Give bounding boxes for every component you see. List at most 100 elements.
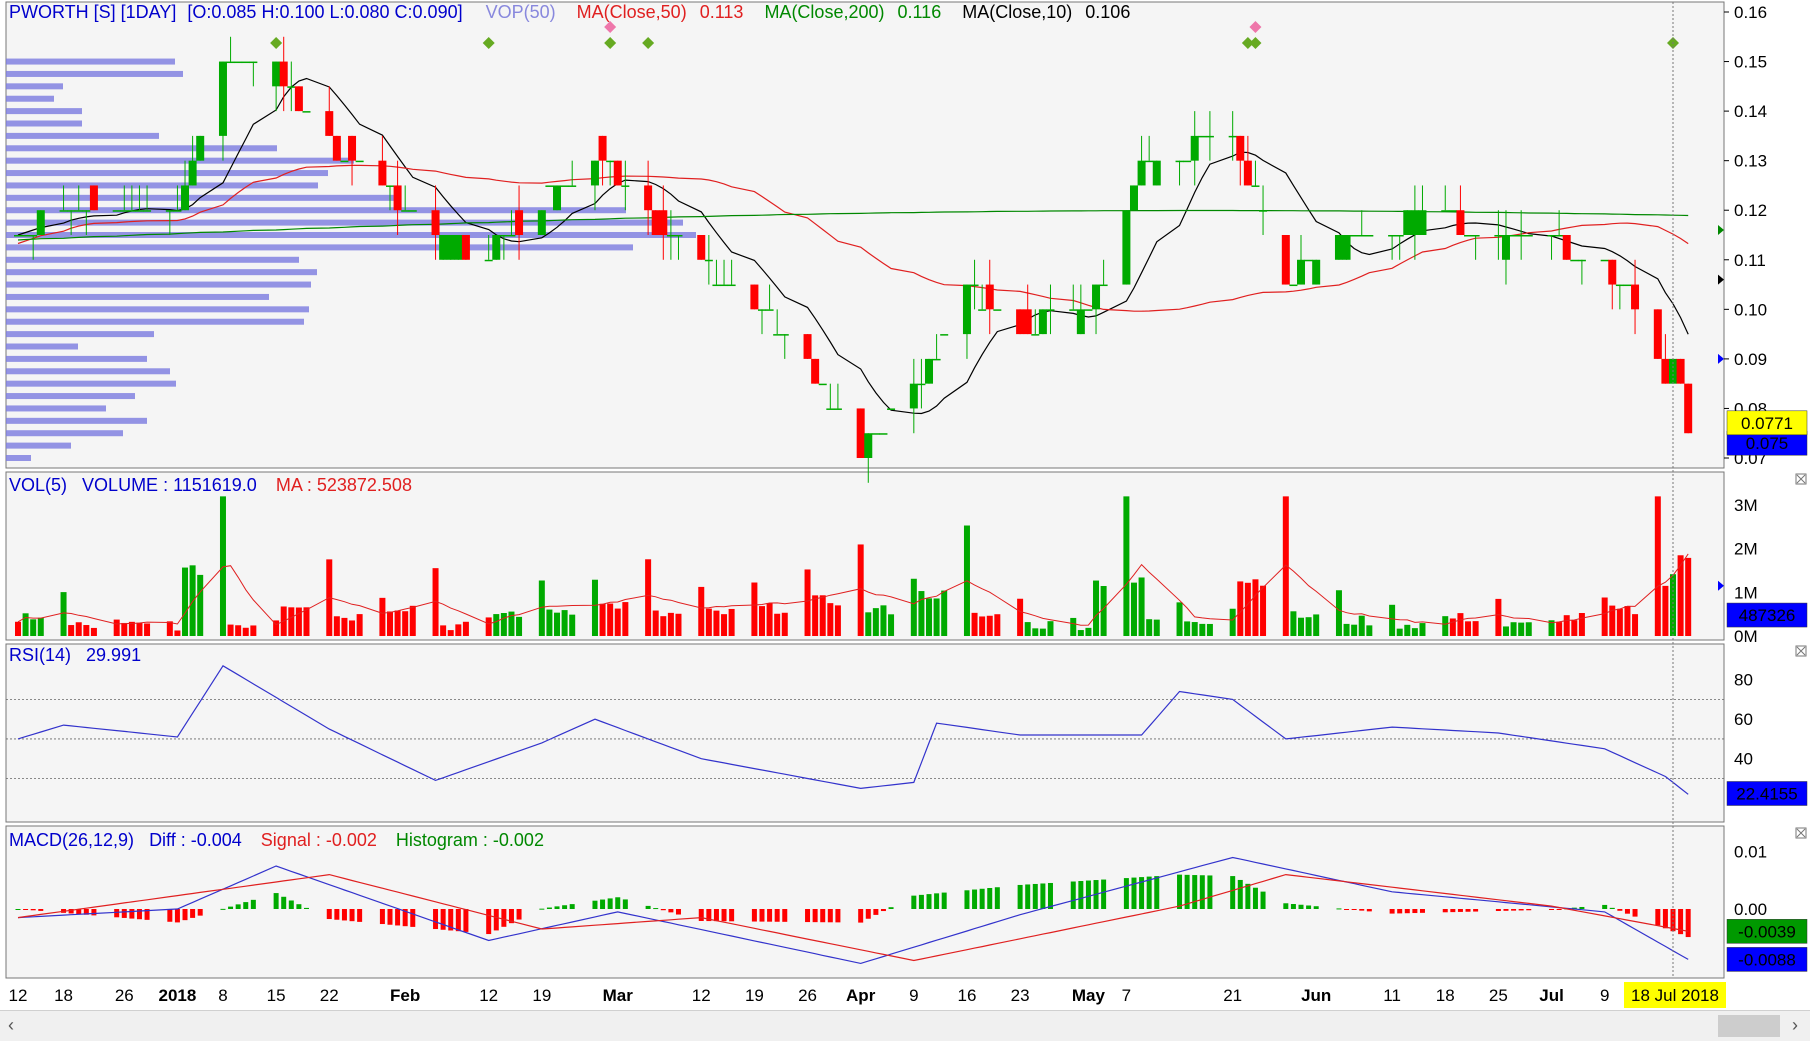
candle-body — [1281, 235, 1290, 285]
candle-body — [651, 210, 660, 235]
candle-body — [1464, 235, 1473, 237]
candle-body — [249, 61, 258, 64]
candle-body — [67, 210, 76, 212]
candle-body — [241, 61, 250, 64]
candle-body — [454, 235, 463, 260]
candle-body — [833, 408, 842, 410]
volume-bar — [394, 610, 401, 636]
macd-histogram-bar — [600, 899, 606, 909]
rsi-tick: 60 — [1734, 710, 1753, 729]
volume-bar — [1085, 627, 1092, 636]
volume-bar — [834, 605, 841, 636]
candle-body — [21, 235, 30, 237]
volume-bar — [660, 616, 667, 636]
candle-body — [1661, 358, 1670, 384]
buy-signal-icon — [270, 37, 283, 49]
candle-body — [1334, 235, 1343, 260]
candle-body — [712, 284, 721, 287]
macd-histogram-bar — [1260, 891, 1266, 909]
scroll-right-icon[interactable]: › — [1792, 1015, 1798, 1035]
candle-body — [36, 210, 45, 235]
vop-bar — [6, 430, 123, 437]
volume-bar — [1449, 618, 1456, 636]
candle-body — [727, 284, 736, 287]
price-tick: 0.12 — [1734, 201, 1767, 220]
price-tick: 0.15 — [1734, 53, 1767, 72]
vop-bar — [6, 108, 82, 115]
horizontal-scrollbar[interactable]: ‹ › — [0, 1010, 1810, 1041]
volume-bar — [1206, 623, 1213, 636]
macd-histogram-bar — [1366, 909, 1372, 912]
candle-body — [993, 309, 1002, 311]
candle-body — [1684, 383, 1693, 434]
macd-histogram-bar — [1306, 905, 1312, 909]
macd-histogram-bar — [76, 909, 82, 915]
macd-histogram-bar — [448, 909, 454, 931]
close-icon[interactable] — [1795, 473, 1807, 485]
candle-body — [378, 160, 387, 186]
vop-bar — [6, 194, 399, 201]
ma50-label: MA(Close,50) — [577, 2, 687, 22]
close-icon[interactable] — [1795, 827, 1807, 839]
macd-histogram-bar — [341, 909, 347, 921]
signal-markers — [270, 21, 1679, 49]
candle-body — [1122, 210, 1131, 285]
macd-histogram-bar — [1207, 875, 1213, 909]
date-label: 2018 — [159, 986, 197, 1005]
candle-body — [492, 235, 501, 260]
volume-bar — [1123, 496, 1130, 636]
candle-body — [173, 210, 182, 212]
candle-body — [431, 210, 440, 235]
vop-label: VOP(50) — [486, 2, 556, 22]
candle-body — [302, 111, 311, 113]
macd-histogram-bar — [607, 898, 613, 909]
volume-bar — [1502, 626, 1509, 636]
rsi-badge-last: 22.4155 — [1736, 784, 1797, 803]
macd-histogram-bar — [303, 907, 309, 909]
volume-bar — [341, 617, 348, 636]
volume-bar — [1465, 621, 1472, 636]
macd-header: MACD(26,12,9) Diff : -0.004 Signal : -0.… — [9, 830, 544, 850]
scroll-left-icon[interactable]: ‹ — [8, 1015, 14, 1035]
macd-histogram-bar — [1571, 907, 1577, 909]
volume-bar — [1184, 621, 1191, 636]
macd-histogram-bar — [1412, 909, 1418, 914]
candle-body — [560, 185, 569, 187]
scroll-thumb[interactable] — [1718, 1015, 1780, 1037]
volume-bar — [1609, 605, 1616, 636]
candle-body — [978, 309, 987, 311]
macd-histogram-bar — [349, 909, 355, 922]
macd-histogram-bar — [1465, 909, 1471, 912]
candle-body — [1547, 235, 1556, 237]
macd-histogram-bar — [592, 900, 598, 909]
macd-histogram-bar — [235, 904, 241, 909]
macd-histogram-bar — [675, 909, 681, 915]
volume-tick: 1M — [1734, 583, 1758, 602]
macd-histogram-bar — [1131, 877, 1137, 909]
candle-body — [294, 86, 303, 112]
volume-bar — [493, 614, 500, 636]
date-label: 9 — [1600, 986, 1609, 1005]
volume-bar — [804, 569, 811, 636]
volume-bar — [333, 616, 340, 636]
vop-bar — [6, 281, 311, 288]
volume-bar — [1670, 574, 1676, 636]
candle-body — [234, 61, 243, 64]
macd-histogram-bar — [1344, 909, 1350, 910]
candle-body — [332, 135, 341, 161]
volume-bar — [174, 630, 181, 636]
macd-histogram-bar — [941, 892, 947, 909]
candle-body — [1570, 259, 1579, 262]
candle-body — [188, 160, 197, 186]
volume-bar — [910, 578, 917, 636]
macd-histogram-bar — [1549, 909, 1555, 910]
close-icon[interactable] — [1795, 645, 1807, 657]
candle-body — [348, 135, 357, 161]
candle-body — [461, 235, 470, 260]
volume-bar — [90, 627, 97, 636]
volume-bar — [758, 606, 765, 636]
macd-histogram-bar — [1047, 882, 1053, 909]
vop-bar — [6, 95, 54, 102]
candle-body — [1175, 160, 1184, 163]
macd-histogram-bar — [433, 909, 439, 930]
